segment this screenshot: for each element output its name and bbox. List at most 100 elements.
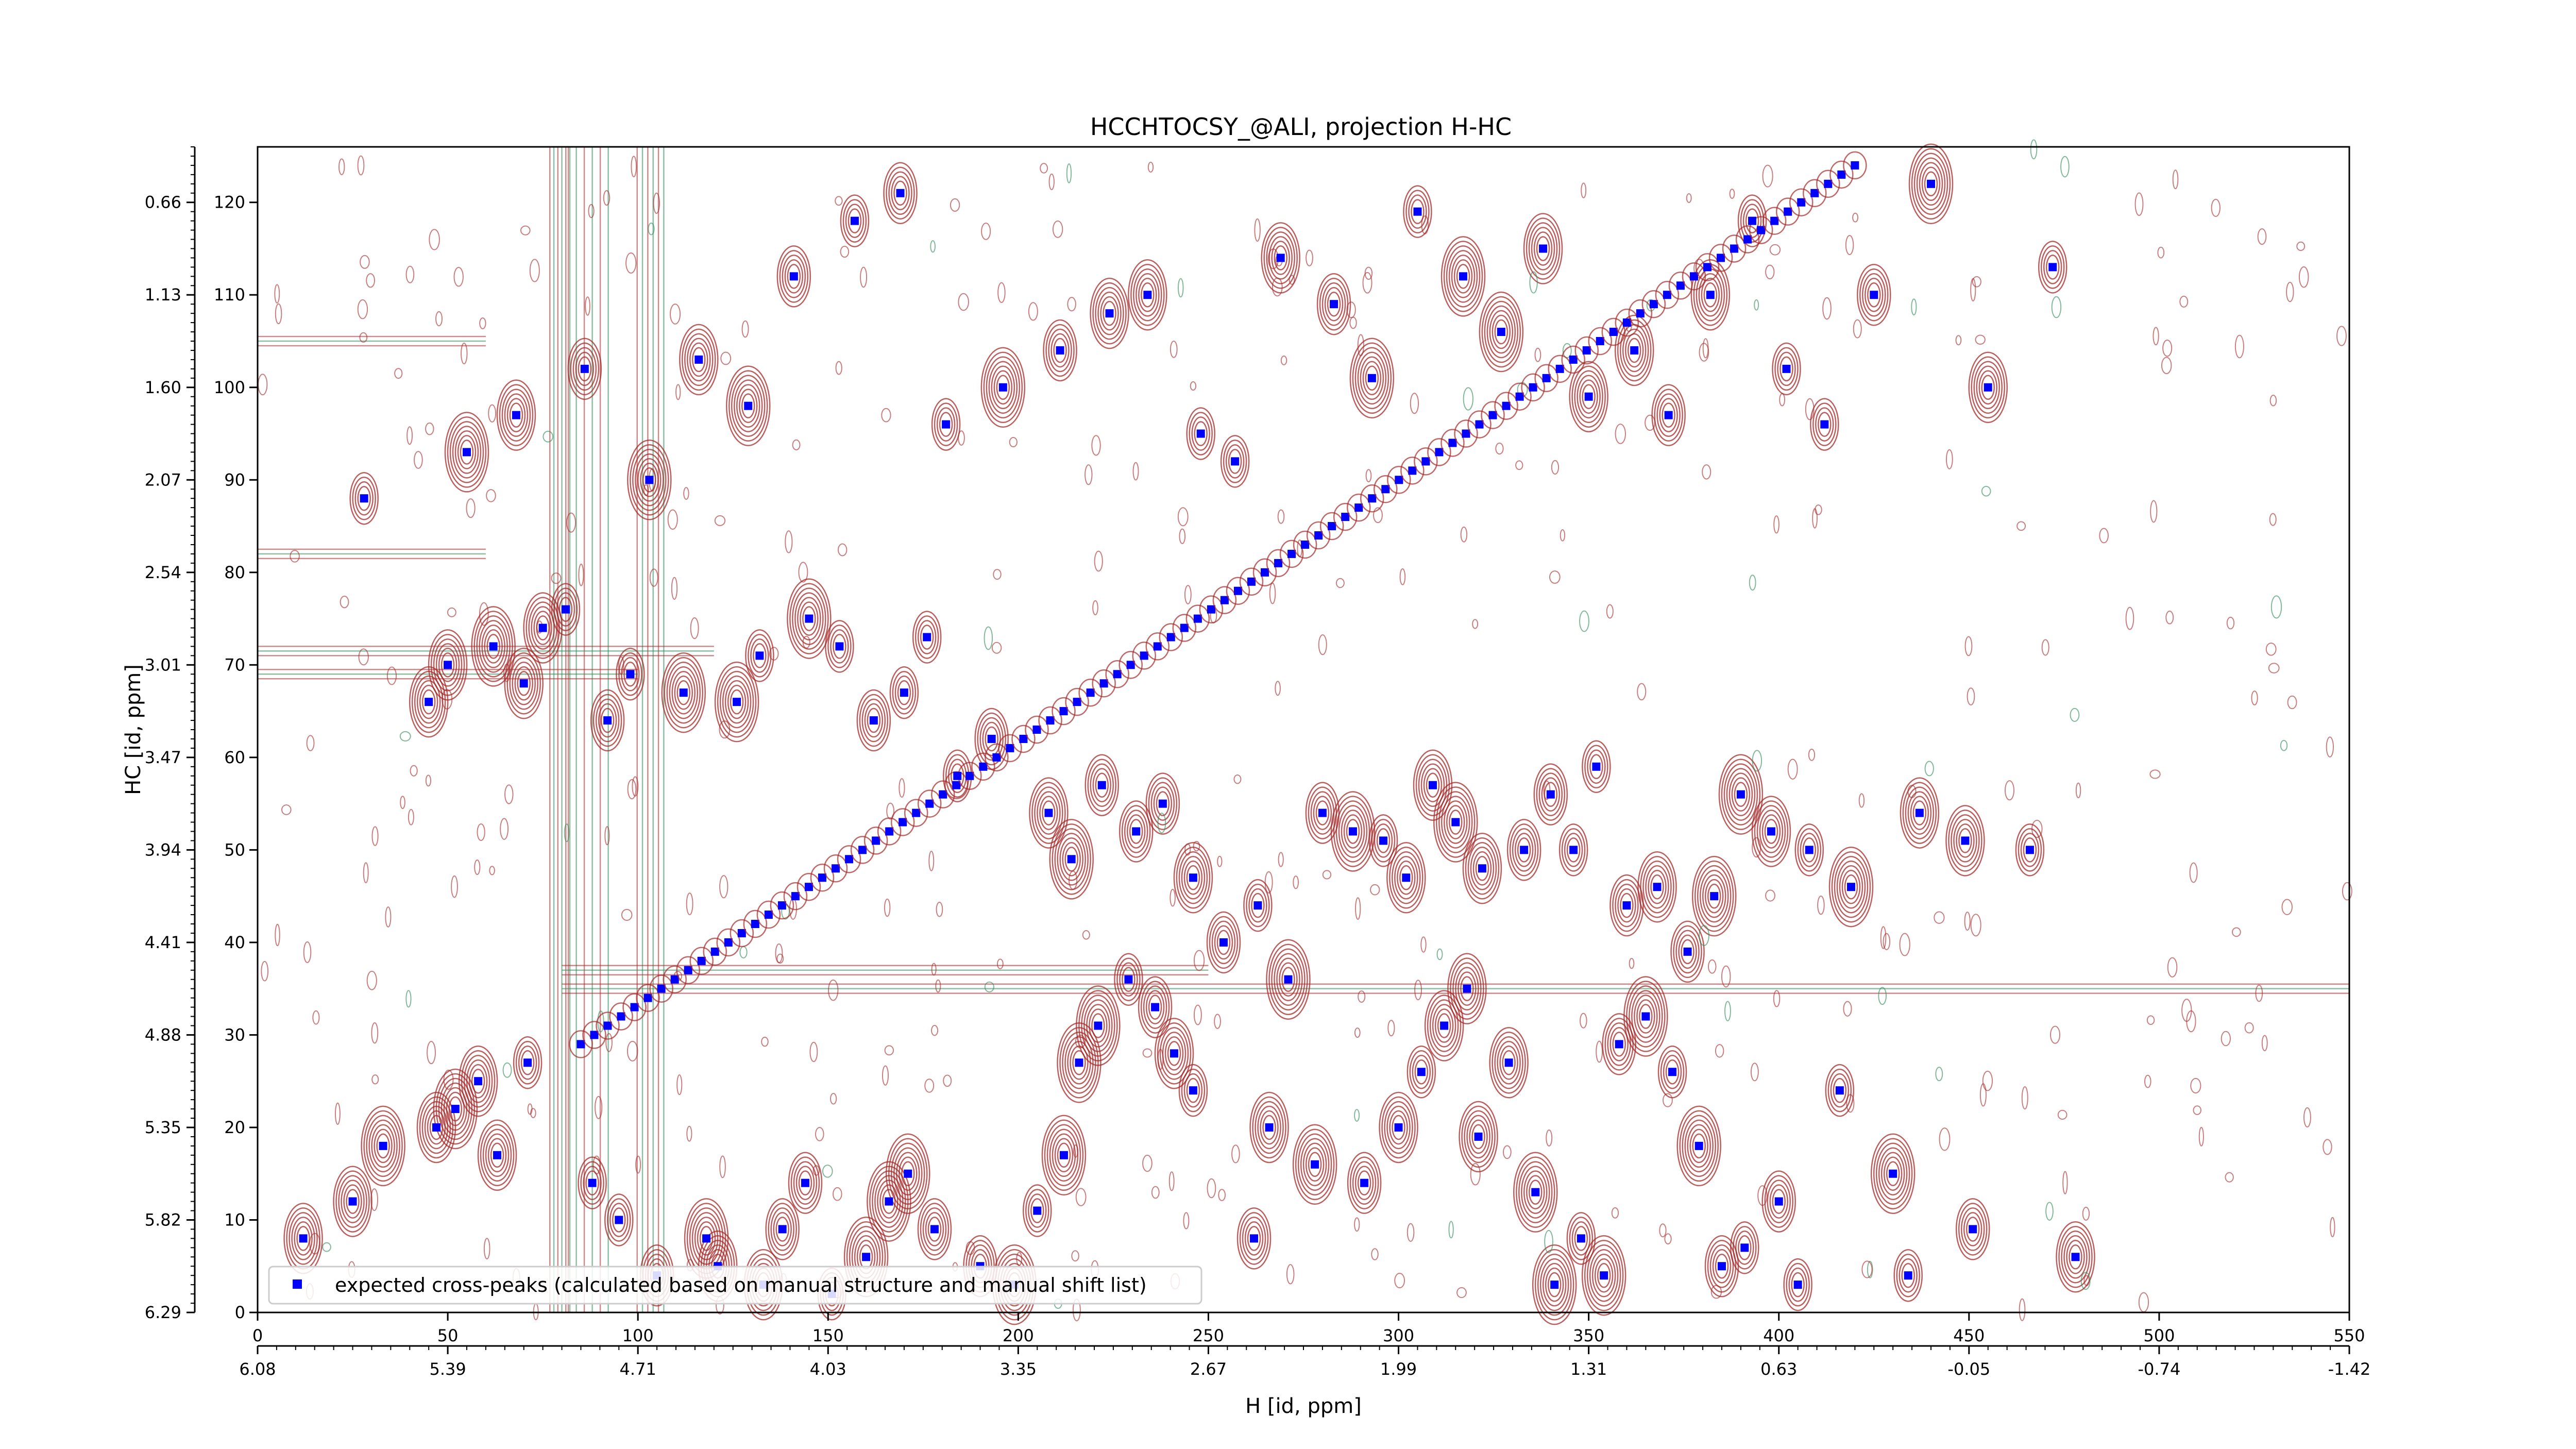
contour-ring	[1637, 851, 1677, 923]
contour-noise	[1421, 215, 1429, 234]
contour-noise	[1615, 424, 1626, 444]
contour-noise	[357, 299, 368, 319]
contour-noise	[1470, 1162, 1481, 1186]
contour-noise	[1151, 1186, 1160, 1199]
contour-ring	[487, 1138, 507, 1173]
contour-noise	[1436, 948, 1443, 961]
contour-ring	[461, 1050, 496, 1113]
contour-noise	[690, 617, 699, 639]
diagonal-cross-peak-marker	[617, 1012, 625, 1021]
contour-ring	[1818, 412, 1832, 437]
contour-ring	[363, 1110, 403, 1182]
contour-ring	[291, 1217, 315, 1260]
contour-ring	[1209, 916, 1239, 969]
contour-ring	[1389, 1110, 1408, 1145]
secondary-x-tick-label: 0.63	[1760, 1359, 1797, 1379]
contour-noise	[2281, 899, 2293, 915]
contour-ring	[1156, 791, 1170, 816]
cross-peak-marker	[987, 734, 996, 743]
contour-noise	[928, 850, 935, 871]
diagonal-contour	[582, 1021, 606, 1049]
diagonal-cross-peak-marker	[1314, 531, 1323, 540]
secondary-y-tick-label: 5.82	[145, 1210, 181, 1229]
contour-noise	[670, 304, 681, 325]
contour-ring	[753, 643, 767, 668]
contour-ring	[1665, 1059, 1680, 1085]
cross-peak-marker	[379, 1141, 387, 1150]
contour-noise	[1460, 526, 1468, 543]
contour-ring	[893, 180, 907, 206]
diagonal-cross-peak-marker	[952, 781, 961, 789]
x-axis-label: H [id, ppm]	[1245, 1394, 1362, 1418]
contour-noise	[1606, 604, 1614, 619]
cross-peak-marker	[1718, 1262, 1726, 1271]
contour-ring	[1584, 1239, 1624, 1311]
contour-ring	[1183, 860, 1203, 895]
contour-ring	[1526, 217, 1561, 280]
cross-peak-marker	[561, 605, 570, 614]
contour-ring	[416, 1091, 456, 1164]
contour-noise	[631, 156, 637, 178]
contour-ring	[419, 1096, 454, 1159]
diagonal-cross-peak-marker	[1475, 420, 1484, 429]
cross-peak-marker	[1641, 1012, 1650, 1021]
contour-noise	[1207, 1178, 1216, 1199]
contour-ring	[927, 1217, 942, 1242]
contour-noise	[1069, 870, 1078, 890]
contour-ring	[1497, 1041, 1521, 1085]
contour-ring	[1384, 1101, 1413, 1154]
cross-peak-marker	[1143, 291, 1152, 299]
x-tick-label: 300	[1383, 1326, 1414, 1345]
contour-ring	[1181, 855, 1206, 900]
contour-ring	[1742, 204, 1762, 238]
diagonal-cross-peak-marker	[1502, 401, 1511, 410]
contour-noise	[2161, 357, 2172, 375]
contour-ring	[842, 199, 867, 243]
contour-noise	[1707, 959, 1717, 974]
contour-noise	[1955, 335, 1962, 346]
cross-peak-marker	[755, 651, 764, 660]
contour-noise	[1752, 837, 1761, 858]
contour-ring	[719, 670, 754, 733]
contour-ring	[433, 1068, 478, 1150]
contour-ring	[1083, 999, 1113, 1052]
secondary-y-tick-label: 1.13	[145, 285, 181, 305]
contour-ring	[840, 194, 870, 247]
contour-ring	[294, 1221, 313, 1256]
cross-peak-marker	[626, 670, 635, 679]
contour-ring	[1533, 231, 1553, 266]
cross-peak-marker	[1428, 781, 1437, 789]
contour-noise	[366, 273, 376, 288]
contour-ring	[1260, 1110, 1279, 1145]
contour-ring	[1092, 282, 1127, 345]
contour-noise	[833, 1187, 842, 1201]
contour-ring	[1812, 402, 1837, 446]
contour-ring	[1054, 828, 1089, 890]
contour-ring	[1124, 810, 1148, 853]
contour-noise	[1808, 748, 1816, 761]
contour-noise	[564, 823, 570, 843]
secondary-x-tick-label: 1.99	[1380, 1359, 1417, 1379]
contour-ring	[1537, 1253, 1572, 1316]
contour-ring	[1916, 157, 1946, 211]
contour-ring	[724, 680, 749, 724]
contour-noise	[2268, 663, 2280, 673]
contour-ring	[1030, 1198, 1044, 1223]
contour-ring	[1587, 749, 1606, 784]
contour-ring	[1955, 1198, 1990, 1260]
contour-ring	[595, 698, 620, 743]
contour-ring	[1220, 435, 1250, 488]
cross-peak-marker	[1459, 272, 1468, 281]
contour-noise	[2265, 642, 2277, 656]
diagonal-cross-peak-marker	[1824, 179, 1833, 188]
diagonal-cross-peak-marker	[1435, 448, 1444, 457]
contour-ring	[1255, 1101, 1284, 1154]
contour-ring	[1697, 865, 1732, 928]
contour-ring	[666, 661, 701, 724]
contour-ring	[1453, 259, 1473, 294]
contour-ring	[1091, 1013, 1105, 1038]
cross-peak-marker	[1969, 1225, 1977, 1234]
contour-noise	[1048, 173, 1055, 191]
contour-noise	[1883, 933, 1891, 951]
contour-ring	[567, 338, 602, 400]
